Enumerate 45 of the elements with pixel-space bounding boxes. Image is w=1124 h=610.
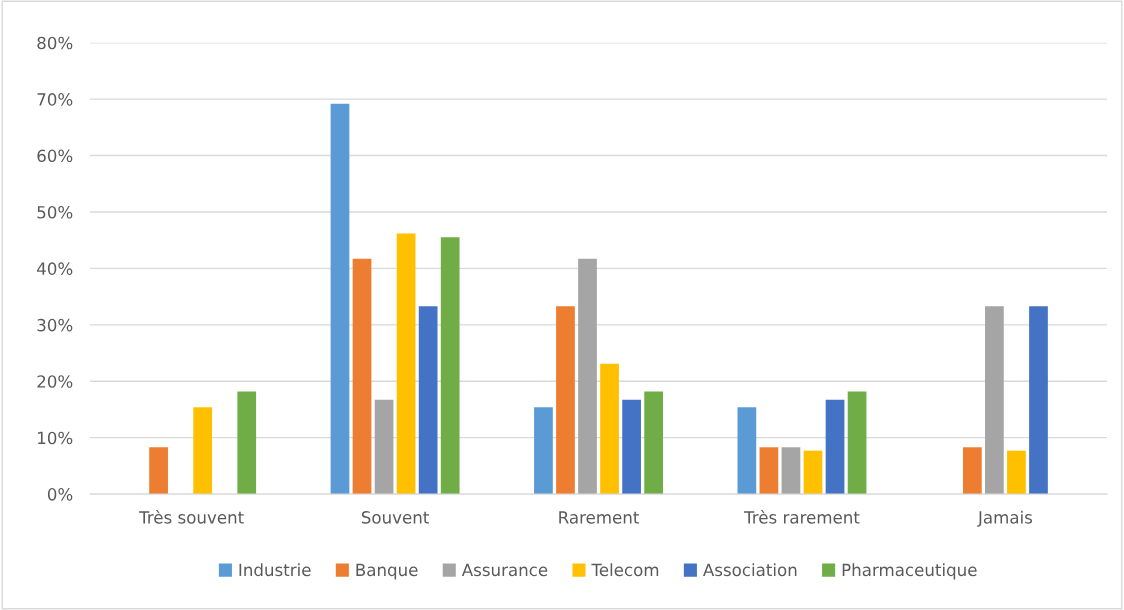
y-tick-label: 40%	[37, 262, 73, 275]
bar	[985, 306, 1004, 495]
bar	[237, 391, 257, 495]
y-tick-label: 10%	[38, 431, 73, 445]
x-tick-label: Rarement	[559, 511, 639, 524]
bar	[781, 447, 801, 495]
bar	[418, 306, 438, 495]
bar	[803, 450, 823, 495]
bar	[440, 237, 460, 495]
bar	[825, 399, 845, 495]
y-tick-label: 70%	[37, 93, 73, 106]
y-tick-label: 30%	[37, 318, 73, 332]
x-tick-label: Jamais	[977, 510, 1033, 527]
y-tick-label: 20%	[37, 375, 73, 388]
legend-label: Association	[703, 563, 797, 577]
y-tick-label: 50%	[37, 205, 73, 219]
x-tick-label: Souvent	[361, 511, 429, 524]
bar	[556, 306, 575, 495]
x-tick-label: Très souvent	[139, 510, 244, 524]
bar	[374, 399, 394, 495]
bar	[1007, 450, 1026, 495]
y-tick-label: 60%	[37, 149, 73, 163]
bar	[352, 258, 372, 495]
bar	[622, 399, 641, 495]
bar	[149, 447, 168, 495]
y-tick-label: 0%	[47, 488, 73, 501]
bar	[193, 407, 213, 495]
bar	[644, 391, 663, 495]
bar	[396, 233, 416, 495]
bar	[330, 103, 350, 495]
legend-label: Industrie	[239, 563, 311, 577]
bar	[578, 258, 597, 495]
legend-label: Telecom	[591, 563, 659, 577]
bar	[759, 447, 779, 495]
legend-label: Pharmaceutique	[842, 563, 977, 580]
x-tick-label: Très rarement	[744, 510, 860, 524]
legend-label: Assurance	[461, 563, 548, 577]
bar	[962, 447, 982, 495]
bar	[600, 363, 619, 495]
bar	[1029, 306, 1048, 495]
legend-label: Banque	[356, 563, 418, 580]
y-tick-label: 80%	[37, 36, 73, 50]
bar	[737, 407, 757, 495]
bar	[847, 391, 867, 495]
bar	[534, 407, 553, 495]
